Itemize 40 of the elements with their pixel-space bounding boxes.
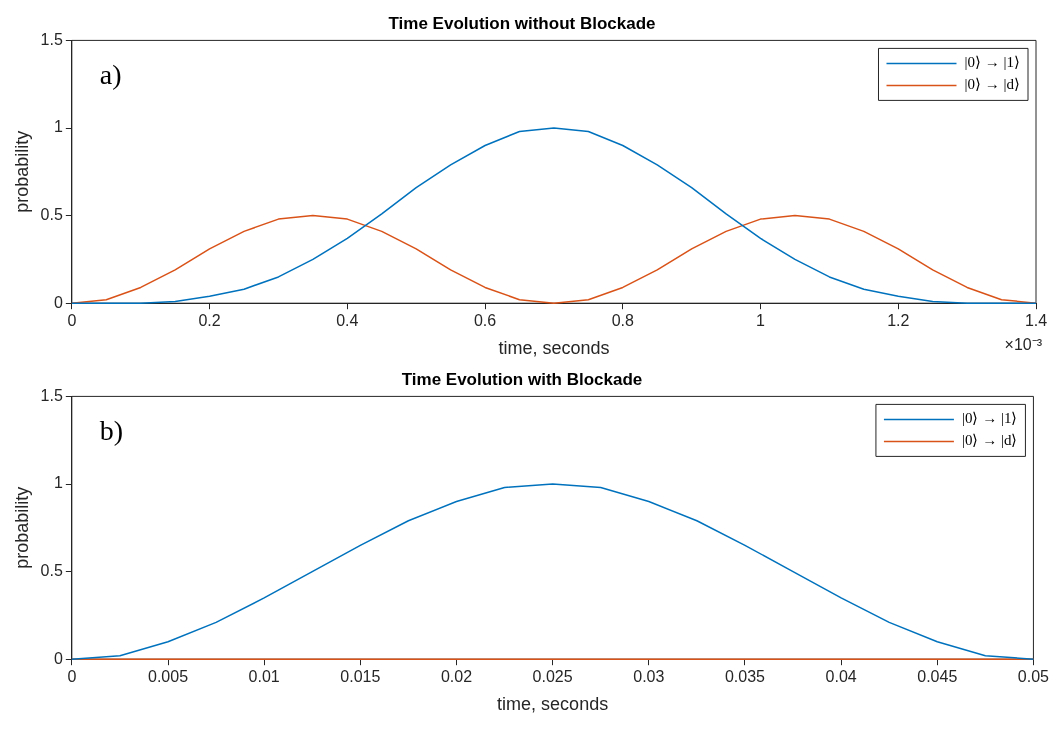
x-tick-label: 0.045 [917,668,958,686]
x-axis-title: time, seconds [498,338,610,359]
x-tick-label: 1 [756,312,766,330]
text: ×10⁻³ [1004,335,1043,353]
x-tick-label: 0.03 [633,668,665,686]
x-tick-label: 0.8 [611,312,635,330]
legend-label: |0⟩ → |d⟩ [964,76,1021,93]
x-tick-label: 0.035 [724,668,766,686]
x-tick-label: 0.04 [825,668,857,686]
x-tick-label: 0 [67,312,77,330]
annotation: a) [99,58,122,90]
y-tick-label: 1 [53,474,63,492]
x-tick-label: 1.2 [887,312,910,330]
y-tick-label: 0.5 [40,562,63,580]
chart-title: Time Evolution with Blockade [401,369,643,389]
y-axis-title: probability [11,486,32,569]
x-tick-label: 0.6 [473,312,497,330]
y-tick-label: 1.5 [40,386,63,404]
x-tick-label: 0.015 [340,668,381,686]
x-tick-label: 0.025 [532,668,573,686]
x-tick-label: 0.02 [440,668,473,686]
annotation: b) [99,414,124,446]
y-tick-label: 1 [53,118,63,136]
y-tick-label: 0 [53,293,63,311]
x-tick-label: 0.05 [1017,668,1050,686]
x-tick-label: 0 [67,668,77,686]
x-tick-label: 0.2 [198,312,221,330]
x-tick-label: 0.4 [336,312,359,330]
legend-label: |0⟩ → |d⟩ [961,432,1018,449]
x-tick-label: 0.01 [248,668,280,686]
x-tick-label: 0.005 [147,668,189,686]
y-tick-label: 1.5 [40,30,63,48]
y-tick-label: 0.5 [40,206,63,224]
x-tick-label: 1.4 [1024,312,1048,330]
y-axis-title: probability [11,130,32,213]
chart-title: Time Evolution without Blockade [388,13,656,33]
x-axis-title: time, seconds [497,694,609,715]
legend-label: |0⟩ → |1⟩ [961,410,1018,427]
legend-label: |0⟩ → |1⟩ [964,54,1021,71]
y-tick-label: 0 [53,649,63,667]
